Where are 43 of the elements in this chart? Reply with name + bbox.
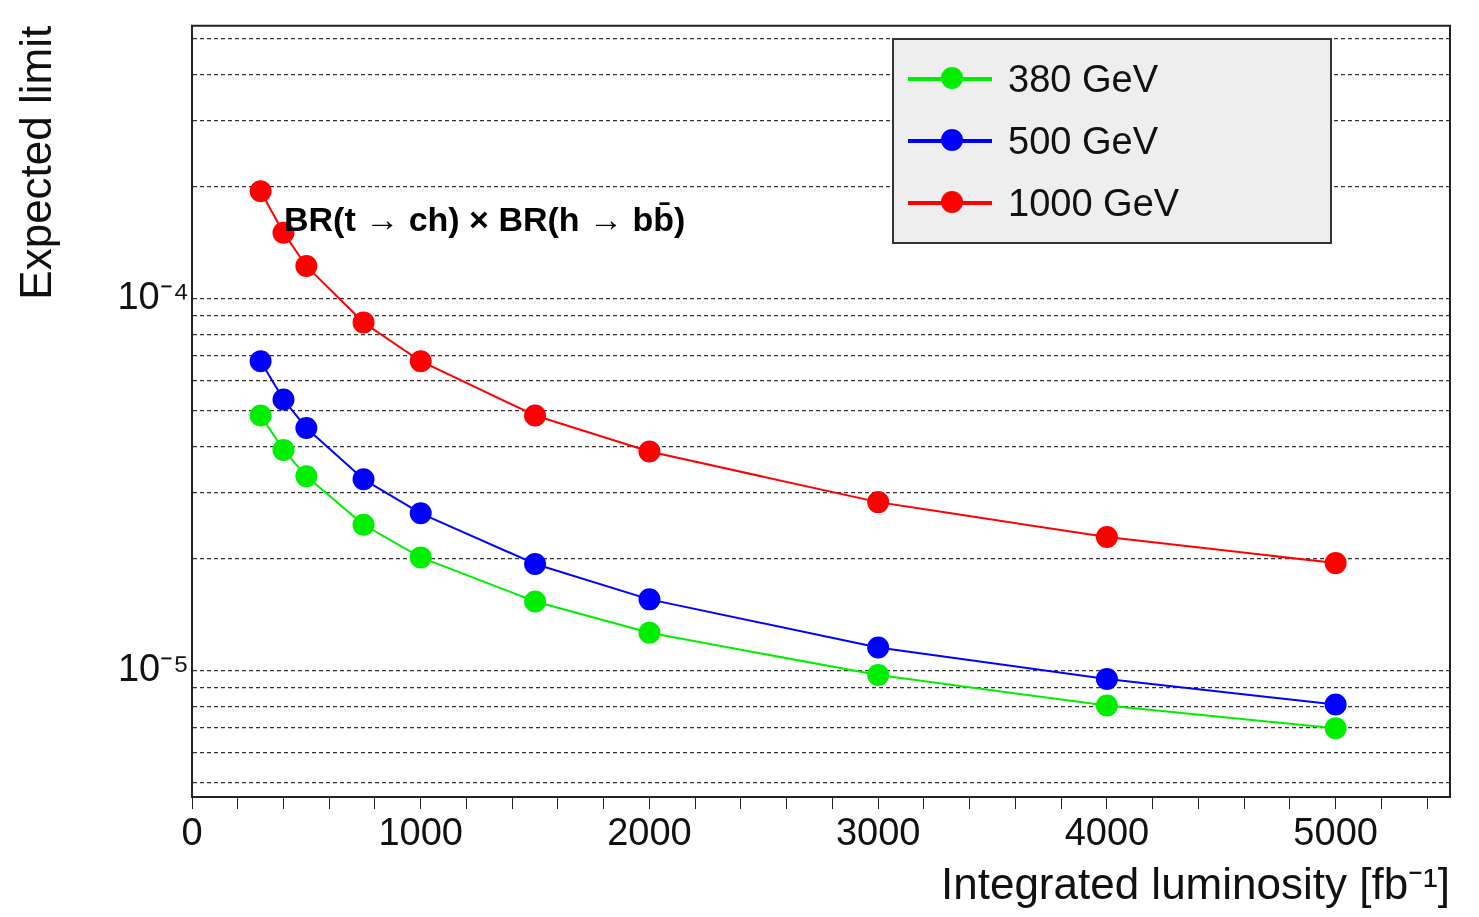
y-tick-label: 10⁻⁴ [117,274,189,317]
point [638,440,661,463]
annotation: BR(t → ch) × BR(h → bb̄) [284,200,686,239]
legend-label: 380 GeV [1008,57,1158,101]
point [867,664,890,687]
point [272,388,295,411]
point [409,502,432,525]
y-tick-label: 10⁻⁵ [117,646,189,689]
point [409,350,432,373]
point [1324,552,1347,575]
point [1095,694,1118,717]
point [295,255,318,278]
point [1324,693,1347,716]
point [524,404,547,427]
y-axis-title: Expected limit [10,25,60,300]
x-tick-label: 1000 [378,811,463,854]
point [867,636,890,659]
point [524,590,547,613]
point [295,465,318,488]
point [352,513,375,536]
point [1095,667,1118,690]
point [249,404,272,427]
point [409,546,432,569]
x-tick-label: 0 [181,811,203,854]
legend-label: 1000 GeV [1008,181,1180,225]
point [295,416,318,439]
point [272,438,295,461]
point [867,491,890,514]
point [524,552,547,575]
x-tick-label: 2000 [607,811,692,854]
x-axis-title: Integrated luminosity [fb⁻¹] [940,858,1450,908]
point [352,311,375,334]
point [1095,526,1118,549]
point [1324,717,1347,740]
legend-label: 500 GeV [1008,119,1158,163]
point [352,468,375,491]
point [638,621,661,644]
point [638,588,661,611]
x-tick-label: 4000 [1064,811,1150,854]
x-tick-label: 3000 [835,811,921,854]
point [249,180,272,203]
point [249,350,272,373]
x-tick-label: 5000 [1293,811,1378,854]
